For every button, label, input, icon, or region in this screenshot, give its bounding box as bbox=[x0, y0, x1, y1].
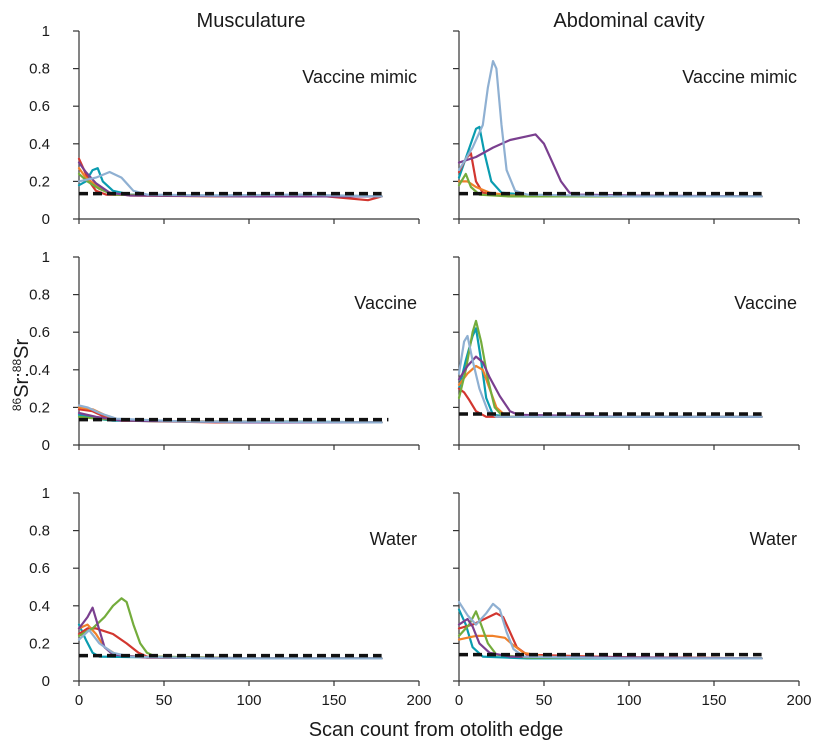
panel-label: Water bbox=[750, 529, 797, 549]
chart-panels: 0 0.2 0.4 0.6 0.8 1 Vaccine mimic Vaccine mimic… bbox=[29, 23, 811, 709]
series-line-red bbox=[457, 612, 763, 660]
series-line-lightblue bbox=[457, 600, 763, 660]
panel-label: Vaccine bbox=[734, 293, 797, 313]
y-tick-label: 1 bbox=[42, 249, 50, 266]
series-line-purple bbox=[457, 617, 763, 660]
chart-panel: Vaccine bbox=[453, 256, 800, 450]
x-tick-label: 50 bbox=[156, 692, 173, 709]
x-tick-label: 200 bbox=[786, 692, 811, 709]
y-tick-label: 0.2 bbox=[29, 635, 50, 652]
series-line-lightblue bbox=[77, 629, 383, 660]
y-axis-title-superscript-2: 88 bbox=[10, 359, 24, 373]
y-axis-title-base-2: Sr bbox=[11, 339, 33, 359]
y-tick-label: 0.8 bbox=[29, 287, 50, 304]
column-title-abdominal-cavity: Abdominal cavity bbox=[553, 10, 704, 32]
y-tick-label: 0.4 bbox=[29, 598, 50, 615]
series-line-teal bbox=[457, 125, 763, 198]
chart-panel: Vaccine mimic bbox=[453, 30, 800, 224]
series-line-green bbox=[77, 597, 383, 660]
x-tick-label: 150 bbox=[321, 692, 346, 709]
chart-panel: 0 0.2 0.4 0.6 0.8 1 Vaccine mimic bbox=[29, 23, 420, 228]
y-tick-label: 0.8 bbox=[29, 523, 50, 540]
y-axis-title-superscript-1: 86 bbox=[10, 397, 24, 411]
panel-label: Vaccine mimic bbox=[682, 67, 797, 87]
x-tick-label: 150 bbox=[701, 692, 726, 709]
y-tick-label: 0 bbox=[42, 211, 50, 228]
series-line-lightblue bbox=[77, 170, 383, 198]
x-tick-label: 0 bbox=[75, 692, 83, 709]
y-tick-label: 0.8 bbox=[29, 61, 50, 78]
y-tick-label: 0.4 bbox=[29, 362, 50, 379]
y-tick-label: 0.4 bbox=[29, 136, 50, 153]
y-tick-label: 0.6 bbox=[29, 324, 50, 341]
x-tick-label: 50 bbox=[536, 692, 553, 709]
series-line-lightblue bbox=[457, 334, 763, 418]
y-tick-label: 0.6 bbox=[29, 560, 50, 577]
chart-panel: 0 50 100 150 200 Water bbox=[453, 492, 812, 709]
panel-label: Water bbox=[370, 529, 417, 549]
panel-label: Vaccine bbox=[354, 293, 417, 313]
series-line-teal bbox=[457, 608, 763, 660]
series-line-purple bbox=[457, 355, 763, 418]
y-tick-label: 0.2 bbox=[29, 399, 50, 416]
panel-label: Vaccine mimic bbox=[302, 67, 417, 87]
y-tick-label: 0.2 bbox=[29, 173, 50, 190]
x-tick-label: 0 bbox=[455, 692, 463, 709]
x-tick-label: 100 bbox=[236, 692, 261, 709]
y-tick-label: 1 bbox=[42, 23, 50, 40]
y-axis-title-base-1: Sr: bbox=[11, 372, 33, 398]
y-tick-label: 0.6 bbox=[29, 98, 50, 115]
chart-panel: 0 0.2 0.4 0.6 0.8 1 0 50 100 150 200 Water bbox=[29, 485, 431, 709]
chart-panel: 0 0.2 0.4 0.6 0.8 1 Vaccine bbox=[29, 249, 420, 454]
column-title-musculature: Musculature bbox=[197, 10, 306, 32]
y-tick-label: 0 bbox=[42, 673, 50, 690]
y-tick-label: 1 bbox=[42, 485, 50, 502]
y-tick-label: 0 bbox=[42, 437, 50, 454]
series-line-lightblue bbox=[77, 404, 383, 424]
y-axis-title: 86Sr:88Sr bbox=[10, 339, 33, 412]
x-tick-label: 100 bbox=[616, 692, 641, 709]
series-line-purple bbox=[77, 606, 383, 660]
series-line-orange bbox=[457, 364, 763, 418]
x-axis-title: Scan count from otolith edge bbox=[309, 719, 564, 741]
x-tick-label: 200 bbox=[406, 692, 431, 709]
